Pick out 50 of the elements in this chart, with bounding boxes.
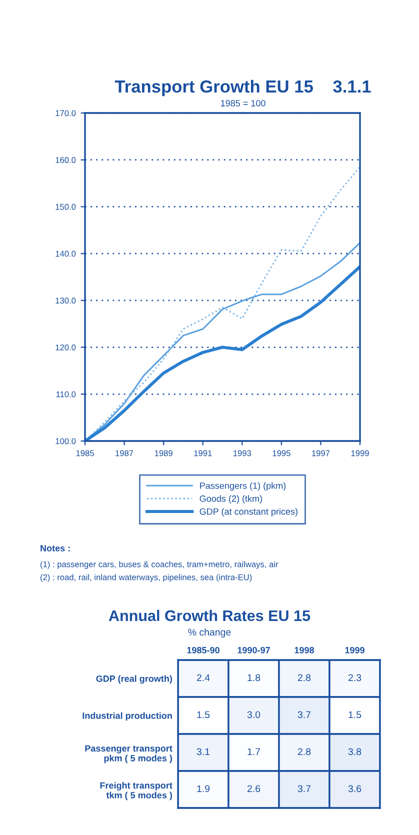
x-tick-label: 1999 [345, 646, 364, 654]
data-label: 2.3 [348, 674, 362, 682]
x-tick-label: 1990-97 [238, 646, 270, 654]
y-tick-label: 170.0 [56, 110, 76, 116]
data-label: 2.8 [298, 748, 311, 756]
text: (2) : road, rail, inland waterways, pipelines, sea (intra-EU) [40, 574, 252, 582]
x-tick-label: 1987 [116, 450, 134, 456]
data-label: 3.1 [196, 748, 210, 756]
y-tick-label: 150.0 [56, 204, 76, 210]
text: Notes : [40, 545, 70, 552]
y-tick-label: 130.0 [56, 298, 76, 304]
legend-label: Passengers (1) (pkm) [200, 482, 286, 491]
x-tick-label: 1991 [194, 450, 212, 456]
data-label: 1.9 [197, 785, 210, 792]
legend-label: Goods (2) (tkm) [200, 495, 262, 504]
y-tick-label: 110.0 [56, 391, 76, 398]
data-label: 2.8 [298, 674, 311, 682]
data-label: 2.4 [196, 674, 210, 682]
data-label: 1.7 [248, 748, 260, 756]
data-label: 3.7 [298, 785, 311, 792]
y-tick-label: 140.0 [56, 250, 76, 257]
x-tick-label: 1993 [234, 450, 252, 456]
x-tick-label: 1995 [272, 450, 290, 456]
data-label: 2.6 [247, 785, 260, 792]
x-tick-label: 1985-90 [187, 646, 220, 654]
chart-subtitle: % change [188, 628, 231, 638]
y-tick-label: 120.0 [56, 344, 76, 350]
y-tick-label: Industrial production [82, 712, 172, 721]
data-label: 3.8 [348, 748, 362, 756]
x-tick-label: 1998 [294, 646, 314, 654]
data-label: 1.8 [248, 674, 260, 682]
data-label: 3.0 [247, 711, 260, 718]
x-tick-label: 1997 [312, 450, 330, 456]
data-label: 3.7 [298, 711, 311, 718]
chart-title: Annual Growth Rates EU 15 [108, 610, 310, 622]
legend-label: GDP (at constant prices) [200, 508, 298, 517]
x-tick-label: 1999 [351, 450, 369, 456]
y-tick-label: Passenger transport pkm ( 5 modes ) [85, 745, 172, 764]
y-tick-label: Freight transport tkm ( 5 modes ) [100, 782, 172, 800]
chart-subtitle: 1985 = 100 [220, 100, 266, 106]
y-tick-label: GDP (real growth) [96, 675, 172, 684]
x-tick-label: 1989 [154, 450, 172, 456]
chart-title: Transport Growth EU 15 3.1.1 [114, 80, 371, 96]
data-label: 1.5 [348, 711, 362, 718]
y-tick-label: 160.0 [56, 157, 76, 163]
text: (1) : passenger cars, buses & coaches, tram+metro, railways, air [40, 561, 278, 569]
data-label: 3.6 [348, 785, 362, 792]
x-tick-label: 1985 [76, 450, 94, 456]
data-label: 1.5 [197, 711, 210, 718]
y-tick-label: 100.0 [56, 438, 76, 444]
